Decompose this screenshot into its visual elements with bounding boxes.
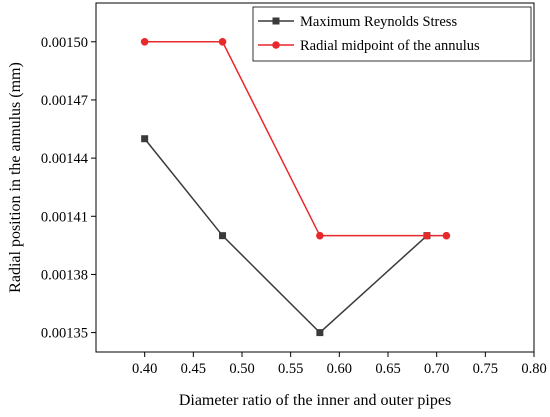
y-axis: 0.00135 0.00138 0.00141 0.00144 0.00147 0.001… <box>41 35 96 342</box>
series-1-point <box>219 232 227 240</box>
x-tick-label: 0.45 <box>181 361 206 377</box>
legend-label-1: Maximum Reynolds Stress <box>300 14 457 30</box>
legend-marker-1 <box>272 17 280 25</box>
y-tick-label: 0.00135 <box>41 326 88 342</box>
x-tick-label: 0.50 <box>229 361 254 377</box>
y-tick-label: 0.00138 <box>41 267 88 283</box>
series-layer <box>140 37 451 337</box>
legend: Maximum Reynolds Stress Radial midpoint o… <box>252 6 532 62</box>
y-tick-label: 0.00147 <box>41 93 88 109</box>
y-tick-label: 0.00141 <box>41 209 88 225</box>
x-tick-label: 0.70 <box>424 361 449 377</box>
x-tick-label: 0.60 <box>327 361 352 377</box>
x-axis-title: Diameter ratio of the inner and outer pi… <box>179 392 451 409</box>
x-tick-label: 0.80 <box>521 361 546 377</box>
series-1-point <box>316 329 324 337</box>
series-2-point <box>316 231 324 240</box>
legend-label-2: Radial midpoint of the annulus <box>300 38 480 54</box>
series-line-1 <box>144 138 428 334</box>
legend-box <box>252 6 532 62</box>
series-line-2 <box>144 41 447 237</box>
legend-marker-2 <box>272 41 280 49</box>
series-2-point <box>423 231 431 240</box>
series-2-point <box>218 37 227 46</box>
x-tick-label: 0.55 <box>278 361 303 377</box>
series-1-point <box>141 135 149 143</box>
x-axis: 0.40 0.45 0.50 0.55 0.60 0.65 0.70 0.75 0.80 <box>132 352 547 377</box>
series-2-point <box>442 231 451 240</box>
y-tick-label: 0.00150 <box>41 35 88 51</box>
y-tick-label: 0.00144 <box>41 151 89 167</box>
x-tick-label: 0.65 <box>375 361 400 377</box>
series-2-point <box>140 37 149 46</box>
x-tick-label: 0.75 <box>473 361 498 377</box>
plot-frame <box>95 2 535 353</box>
y-axis-title: Radial position in the annulus (mm) <box>7 62 24 293</box>
x-tick-label: 0.40 <box>132 361 157 377</box>
